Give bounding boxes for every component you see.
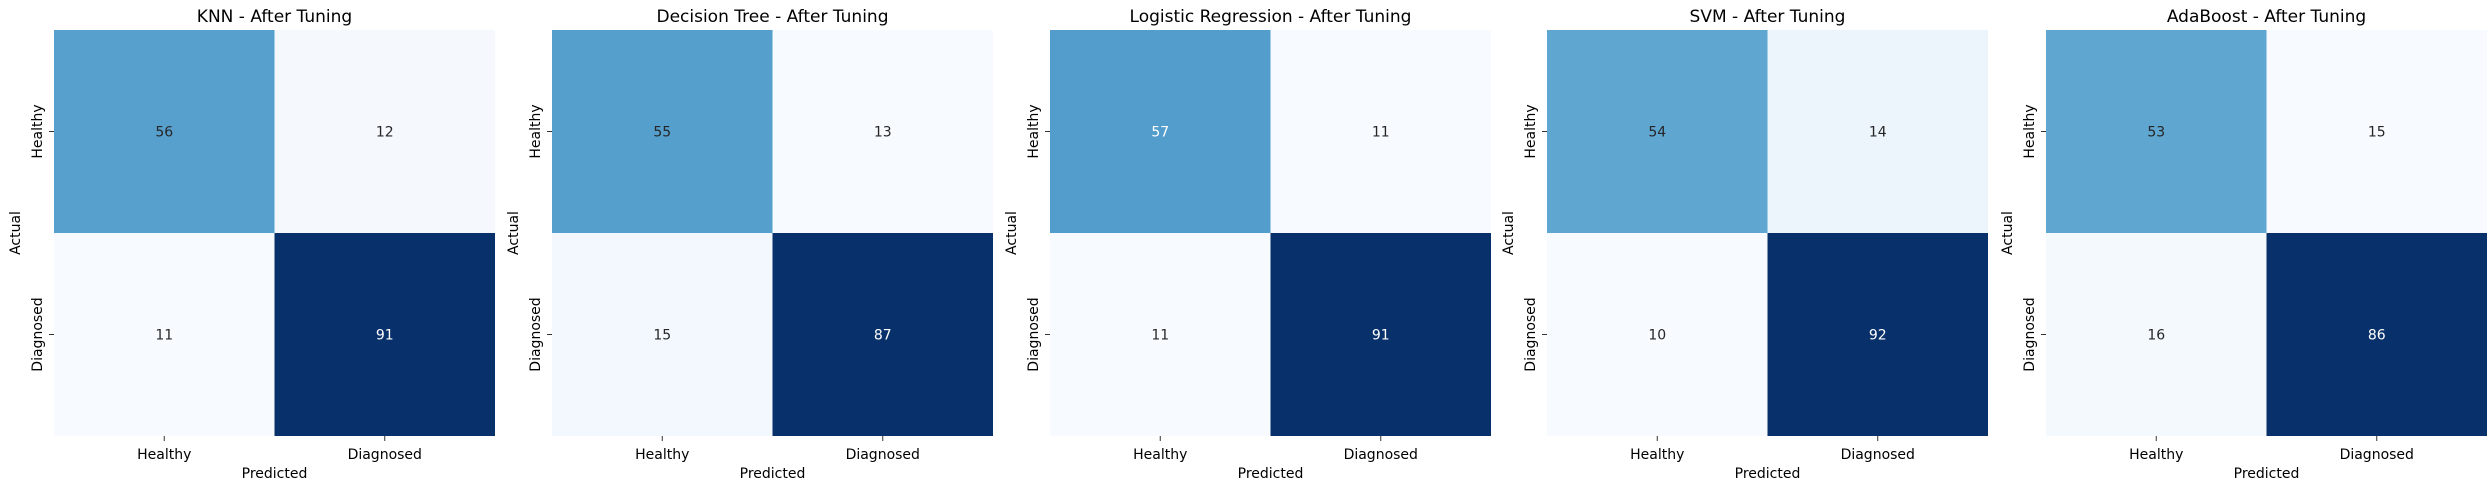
- heatmap-panel: AdaBoost - After Tuning 53 15 16 86 Healthy Di…: [2000, 7, 2487, 482]
- heatmap-cell: [2266, 233, 2487, 436]
- heatmap-cell: [1547, 233, 1768, 436]
- cell-value-label: 91: [1372, 328, 1390, 344]
- cell-value-label: 92: [1869, 328, 1887, 344]
- y-axis-label: Actual: [1501, 211, 1517, 255]
- x-axis-label: Predicted: [1735, 466, 1801, 482]
- heatmap-cell: [1270, 30, 1491, 233]
- cell-value-label: 15: [2368, 125, 2386, 141]
- x-axis-label: Predicted: [242, 466, 308, 482]
- y-tick-label: Diagnosed: [528, 297, 544, 371]
- y-tick-label: Diagnosed: [1523, 297, 1539, 371]
- x-tick-label: Healthy: [2129, 447, 2183, 463]
- cell-value-label: 15: [653, 328, 671, 344]
- cell-value-label: 12: [376, 125, 394, 141]
- chart-title: KNN - After Tuning: [197, 7, 352, 27]
- cell-value-label: 55: [653, 125, 671, 141]
- cell-value-label: 91: [376, 328, 394, 344]
- heatmap-panel: KNN - After Tuning 56 12 11 91 Healthy Diagnos…: [8, 7, 495, 482]
- x-axis-label: Predicted: [740, 466, 806, 482]
- heatmap-cell: [1547, 30, 1768, 233]
- cell-value-label: 86: [2368, 328, 2386, 344]
- cell-value-label: 87: [874, 328, 892, 344]
- y-axis-label: Actual: [506, 211, 522, 255]
- y-tick-label: Healthy: [30, 104, 46, 158]
- cell-value-label: 56: [155, 125, 173, 141]
- cell-value-label: 57: [1151, 125, 1169, 141]
- heatmap-panel: Decision Tree - After Tuning 55 13 15 87 Heal…: [506, 7, 993, 482]
- chart-title: Logistic Regression - After Tuning: [1130, 7, 1412, 27]
- heatmap-cell: [2046, 233, 2267, 436]
- cell-value-label: 11: [1372, 125, 1390, 141]
- y-tick-label: Healthy: [1523, 104, 1539, 158]
- heatmap-cell: [1767, 233, 1988, 436]
- x-tick-label: Diagnosed: [2340, 447, 2414, 463]
- heatmap-cell: [772, 30, 993, 233]
- x-tick-label: Healthy: [1630, 447, 1684, 463]
- y-tick-label: Diagnosed: [1026, 297, 1042, 371]
- y-axis-label: Actual: [1004, 211, 1020, 255]
- chart-title: Decision Tree - After Tuning: [656, 7, 888, 27]
- cell-value-label: 16: [2147, 328, 2165, 344]
- heatmap-cell: [274, 233, 495, 436]
- cell-value-label: 10: [1648, 328, 1666, 344]
- x-tick-label: Healthy: [635, 447, 689, 463]
- heatmap-panel: Logistic Regression - After Tuning 57 11 11…: [1004, 7, 1491, 482]
- heatmap-cell: [1050, 233, 1271, 436]
- cell-value-label: 11: [1151, 328, 1169, 344]
- cell-value-label: 14: [1869, 125, 1887, 141]
- x-tick-label: Diagnosed: [846, 447, 920, 463]
- y-tick-label: Diagnosed: [30, 297, 46, 371]
- cell-value-label: 53: [2147, 125, 2165, 141]
- heatmap-cell: [2266, 30, 2487, 233]
- heatmap-cell: [2046, 30, 2267, 233]
- heatmap-cell: [1050, 30, 1271, 233]
- heatmap-cell: [54, 233, 275, 436]
- heatmap-cell: [1270, 233, 1491, 436]
- x-tick-label: Diagnosed: [348, 447, 422, 463]
- x-axis-label: Predicted: [2234, 466, 2300, 482]
- x-tick-label: Diagnosed: [1344, 447, 1418, 463]
- x-tick-label: Healthy: [137, 447, 191, 463]
- heatmap-cell: [552, 30, 773, 233]
- y-tick-label: Diagnosed: [2022, 297, 2038, 371]
- heatmap-cell: [54, 30, 275, 233]
- heatmap-cell: [772, 233, 993, 436]
- y-tick-label: Healthy: [1026, 104, 1042, 158]
- y-axis-label: Actual: [2000, 211, 2016, 255]
- heatmap-cell: [1767, 30, 1988, 233]
- heatmap-panel: SVM - After Tuning 54 14 10 92 Healthy Diagnos…: [1501, 7, 1988, 482]
- heatmap-cell: [552, 233, 773, 436]
- cell-value-label: 13: [874, 125, 892, 141]
- x-tick-label: Diagnosed: [1841, 447, 1915, 463]
- chart-title: AdaBoost - After Tuning: [2167, 7, 2366, 27]
- cell-value-label: 54: [1648, 125, 1666, 141]
- y-tick-label: Healthy: [528, 104, 544, 158]
- chart-title: SVM - After Tuning: [1690, 7, 1846, 27]
- x-tick-label: Healthy: [1133, 447, 1187, 463]
- y-tick-label: Healthy: [2022, 104, 2038, 158]
- cell-value-label: 11: [155, 328, 173, 344]
- heatmap-cell: [274, 30, 495, 233]
- y-axis-label: Actual: [8, 211, 24, 255]
- x-axis-label: Predicted: [1238, 466, 1304, 482]
